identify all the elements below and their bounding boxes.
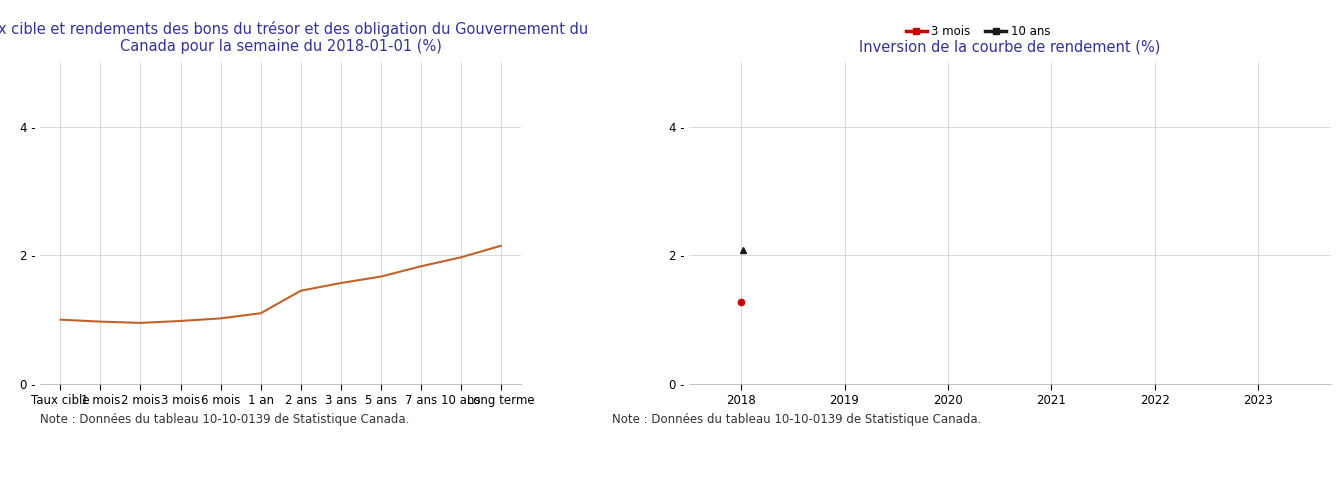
Text: Note : Données du tableau 10-10-0139 de Statistique Canada.: Note : Données du tableau 10-10-0139 de … <box>40 413 410 426</box>
Title: Taux cible et rendements des bons du trésor et des obligation du Gouvernement du: Taux cible et rendements des bons du tré… <box>0 21 589 54</box>
Legend: 3 mois, 10 ans: 3 mois, 10 ans <box>900 20 1055 43</box>
Title: Inversion de la courbe de rendement (%): Inversion de la courbe de rendement (%) <box>859 39 1161 54</box>
Text: Note : Données du tableau 10-10-0139 de Statistique Canada.: Note : Données du tableau 10-10-0139 de … <box>612 413 981 426</box>
